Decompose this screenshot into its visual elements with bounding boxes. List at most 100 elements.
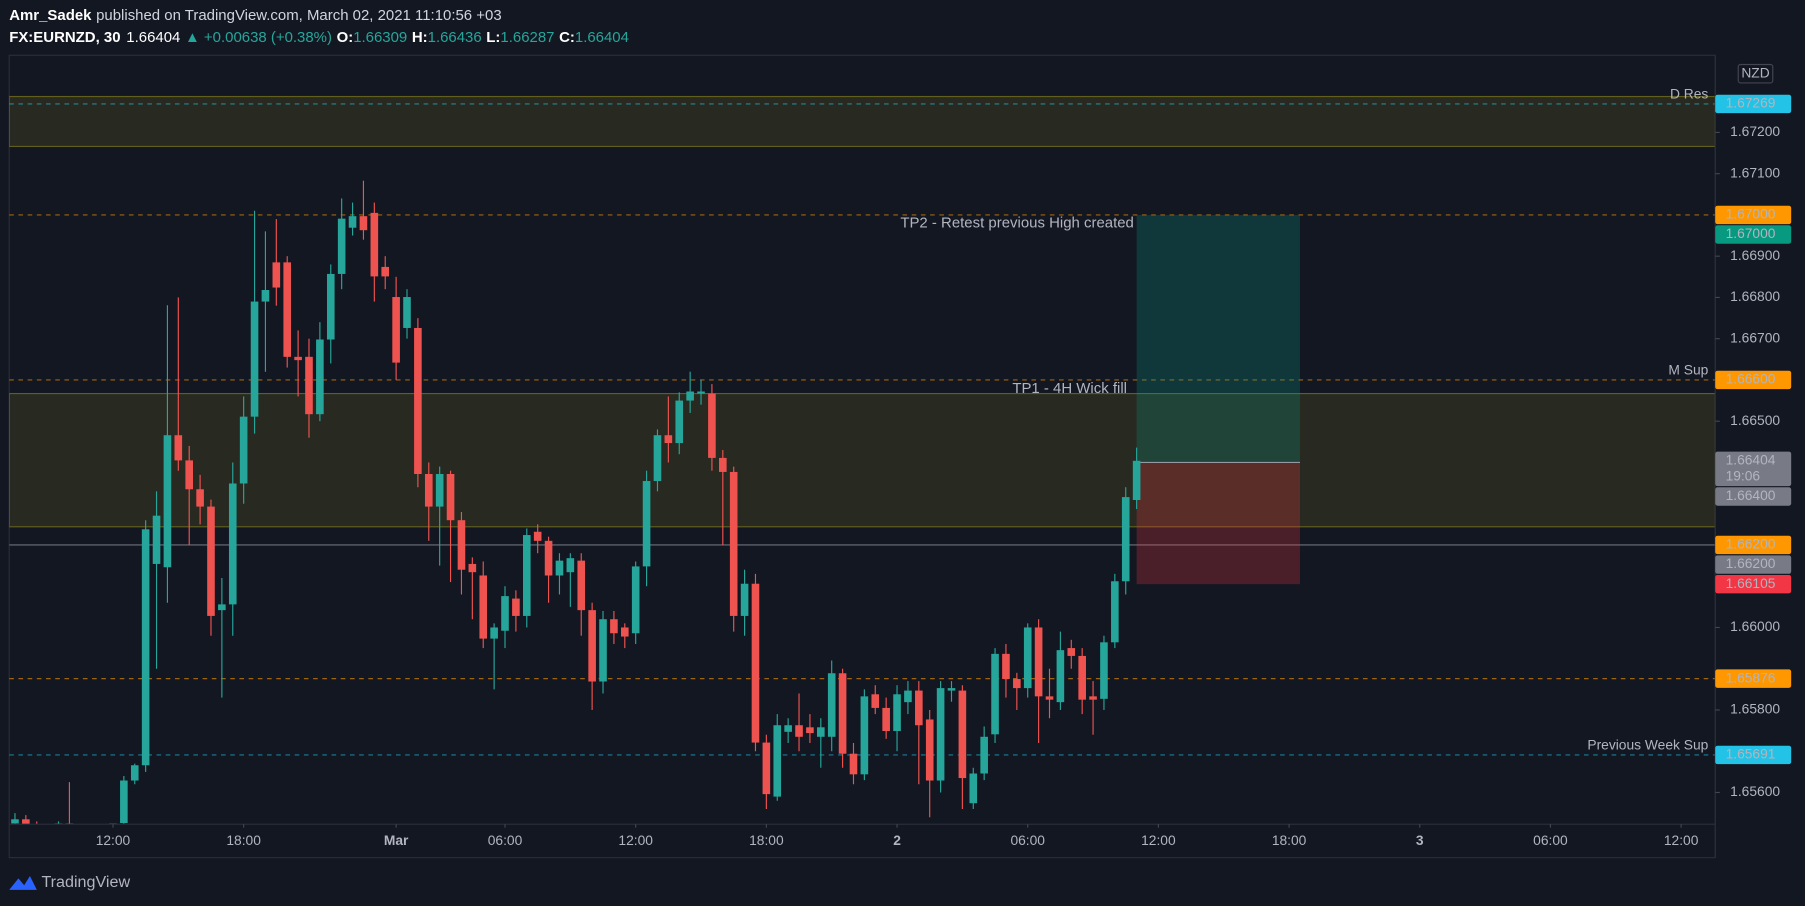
- stop-zone: [1136, 462, 1300, 585]
- candle-body: [566, 558, 575, 573]
- annotation: TP2 - Retest previous High created: [900, 214, 1134, 231]
- candle-body: [882, 707, 890, 732]
- candle-body: [620, 627, 629, 637]
- ohlc-value: 1.66404: [575, 29, 629, 46]
- candle-body: [174, 435, 183, 461]
- y-tick-label: 1.65800: [1730, 701, 1780, 717]
- candle-body: [218, 604, 226, 611]
- plot-area: D Res M Sup Previous Week Sup: [9, 85, 1716, 825]
- candle-body: [740, 583, 749, 616]
- candle-body: [196, 489, 204, 507]
- candle-body: [936, 688, 945, 781]
- published: published on TradingView.com, March 02, …: [96, 7, 502, 24]
- candle-body: [1089, 696, 1097, 700]
- y-tick-label: 1.66500: [1730, 412, 1780, 428]
- price-tag-label: 1.66200: [1726, 555, 1776, 571]
- candle-body: [381, 266, 390, 277]
- candle-body: [414, 327, 422, 475]
- candle-body: [610, 619, 618, 634]
- candle-body: [185, 460, 194, 490]
- candle-body: [501, 596, 509, 631]
- price-tag: [1715, 94, 1792, 114]
- candle-body: [904, 690, 912, 703]
- candle-body: [120, 780, 128, 824]
- candle-body: [697, 391, 705, 394]
- candle-body: [326, 273, 335, 340]
- candle-body: [871, 694, 880, 708]
- candle-body: [370, 212, 379, 277]
- price-tag-label: 1.66404: [1726, 451, 1776, 467]
- candle-body: [1034, 627, 1043, 697]
- y-tick-label: 1.67200: [1730, 123, 1780, 139]
- candle-body: [392, 297, 400, 363]
- brand: TradingView: [41, 873, 130, 891]
- price-tag: [1715, 535, 1792, 555]
- x-tick-label: 18:00: [1272, 832, 1307, 848]
- ohlc-label: H:: [412, 29, 428, 46]
- candle-body: [1067, 648, 1076, 656]
- candle-body: [522, 535, 531, 616]
- candle-body: [1132, 460, 1141, 500]
- currency-box: [1737, 63, 1774, 84]
- candle-body: [512, 598, 520, 616]
- ohlc-label: L:: [486, 29, 500, 46]
- candle-body: [250, 301, 259, 417]
- price-tag: [1715, 225, 1792, 244]
- price-tag-label: 1.66200: [1726, 536, 1776, 552]
- y-tick-label: 1.66700: [1730, 329, 1780, 345]
- candle-body: [762, 742, 771, 795]
- candle-body: [359, 216, 368, 231]
- candle-body: [1100, 642, 1108, 699]
- candle-body: [1078, 655, 1086, 700]
- brand-logo: TradingView: [9, 873, 130, 891]
- candle-body: [577, 560, 586, 611]
- target-zone: [1136, 214, 1300, 463]
- price-tag-label: 1.65876: [1726, 669, 1776, 685]
- candle-body: [294, 356, 302, 361]
- candle-body: [446, 474, 455, 521]
- candle-body: [479, 575, 488, 639]
- candle-body: [751, 583, 760, 743]
- x-tick-label: Mar: [384, 832, 409, 848]
- price-tag-label: 1.67000: [1726, 206, 1776, 222]
- header-line-2: FX:EURNZD, 30 1.66404 ▲ +0.00638 (+0.38%) O…: [9, 29, 629, 46]
- price-tag: [1715, 205, 1792, 225]
- x-tick-label: 18:00: [749, 832, 784, 848]
- candle-body: [784, 725, 792, 732]
- price-tag-label: 1.67000: [1726, 225, 1776, 241]
- x-tick-label: 12:00: [1664, 832, 1699, 848]
- candle-body: [838, 673, 847, 754]
- candle-body: [239, 416, 248, 484]
- candle-body: [1111, 581, 1119, 643]
- candle-body: [1121, 497, 1130, 582]
- candle-body: [860, 696, 869, 775]
- candle-body: [708, 393, 716, 458]
- y-tick-label: 1.66900: [1730, 247, 1780, 263]
- countdown: 19:06: [1726, 468, 1761, 484]
- candle-body: [1023, 627, 1032, 689]
- x-tick-label: 12:00: [1141, 832, 1176, 848]
- candle-body: [729, 471, 738, 616]
- candle-body: [631, 566, 640, 634]
- x-tick-label: 12:00: [618, 832, 653, 848]
- currency-label: NZD: [1741, 64, 1769, 80]
- ohlc-value: 1.66287: [500, 29, 554, 46]
- price-tag: [1715, 745, 1792, 765]
- price-tag: [1715, 370, 1792, 390]
- x-tick-label: 2: [893, 832, 901, 848]
- candle-body: [795, 725, 803, 737]
- candle-body: [163, 435, 172, 568]
- candle-body: [653, 435, 662, 482]
- candle-body: [925, 719, 934, 781]
- candle-body: [773, 725, 782, 797]
- candle-body: [1045, 696, 1054, 700]
- candle-body: [22, 819, 30, 825]
- header-line-1: Amr_Sadek published on TradingView.com, M…: [9, 7, 501, 24]
- candle-body: [915, 690, 923, 726]
- author: Amr_Sadek: [9, 7, 92, 24]
- x-tick-label: 3: [1416, 832, 1424, 848]
- candle-body: [642, 481, 651, 567]
- candle-body: [228, 483, 237, 605]
- logo-mark: [9, 876, 37, 890]
